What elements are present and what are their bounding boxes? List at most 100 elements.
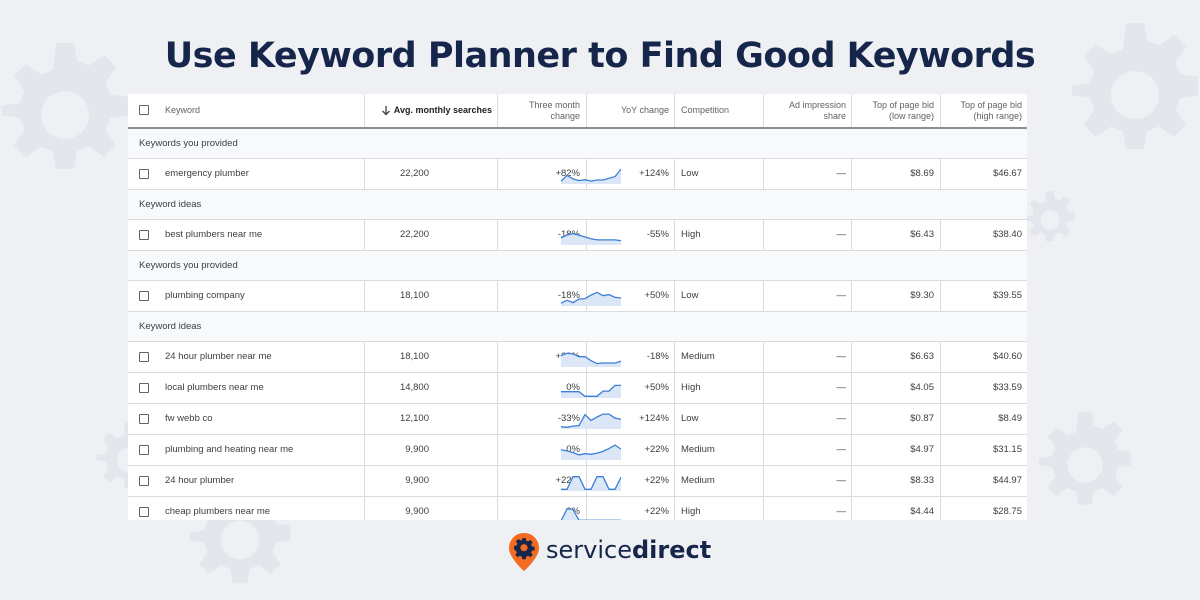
- bid-low-cell: $9.30: [910, 290, 934, 301]
- trend-sparkline: [561, 232, 621, 245]
- bid-high-cell: $31.15: [992, 444, 1022, 455]
- three-month-change-cell: +82%: [555, 168, 580, 179]
- avg-monthly-searches-cell: 9,900: [405, 444, 429, 455]
- row-checkbox[interactable]: [139, 352, 149, 362]
- header-bid-low[interactable]: Top of page bid (low range): [852, 94, 940, 127]
- group-header: Keywords you provided: [128, 251, 1027, 281]
- header-avg-label: Avg. monthly searches: [393, 105, 492, 115]
- bid-low-cell: $6.43: [910, 229, 934, 240]
- header-ad-share-line1: Ad impression: [788, 99, 846, 110]
- trend-area: [561, 476, 621, 491]
- row-checkbox[interactable]: [139, 414, 149, 424]
- row-checkbox[interactable]: [139, 169, 149, 179]
- row-checkbox[interactable]: [139, 230, 149, 240]
- trend-area: [561, 445, 621, 460]
- keyword-cell: fw webb co: [165, 413, 213, 424]
- bid-low-cell: $4.97: [910, 444, 934, 455]
- ad-impression-share-cell: —: [836, 229, 847, 240]
- table-row[interactable]: 24 hour plumber 9,900 +22% +22% Medium — $8.33…: [128, 466, 1027, 497]
- bid-high-cell: $46.67: [992, 168, 1022, 179]
- avg-monthly-searches-cell: 9,900: [405, 506, 429, 517]
- background-gear-icon: [1072, 23, 1198, 149]
- keyword-cell: cheap plumbers near me: [165, 506, 271, 517]
- competition-cell: Low: [681, 168, 699, 179]
- avg-monthly-searches-cell: 22,200: [399, 168, 429, 179]
- trend-line: [561, 413, 621, 428]
- row-checkbox[interactable]: [139, 445, 149, 455]
- arrow-down-icon: [381, 106, 390, 116]
- avg-monthly-searches-cell: 18,100: [399, 290, 429, 301]
- bid-high-cell: $28.75: [992, 506, 1022, 517]
- avg-monthly-searches-cell: 22,200: [399, 229, 429, 240]
- header-three-month-line1: Three month: [528, 99, 580, 110]
- yoy-change-cell: -18%: [646, 351, 669, 362]
- keyword-cell: best plumbers near me: [165, 229, 263, 240]
- header-ad-share-line2: share: [823, 110, 846, 121]
- yoy-change-cell: +22%: [644, 444, 669, 455]
- keyword-cell: emergency plumber: [165, 168, 249, 179]
- trend-line: [561, 508, 621, 520]
- trend-sparkline: [561, 384, 621, 398]
- bid-low-cell: $8.33: [910, 475, 934, 486]
- trend-line: [561, 384, 621, 397]
- header-bid-high-line1: Top of page bid: [960, 99, 1022, 110]
- table-row[interactable]: local plumbers near me 14,800 0% +50% High — $…: [128, 373, 1027, 404]
- three-month-change-cell: -18%: [557, 290, 580, 301]
- row-checkbox[interactable]: [139, 383, 149, 393]
- table-row[interactable]: plumbing and heating near me 9,900 0% +22% M…: [128, 435, 1027, 466]
- header-three-month-change[interactable]: Three month change: [498, 94, 586, 127]
- table-row[interactable]: plumbing company 18,100 -18% +50% Low — $9.30 $…: [128, 281, 1027, 312]
- keyword-cell: 24 hour plumber near me: [165, 351, 272, 362]
- trend-sparkline: [561, 508, 621, 520]
- header-avg-monthly-searches[interactable]: Avg. monthly searches: [365, 94, 498, 127]
- group-header: Keywords you provided: [128, 129, 1027, 159]
- gear-pin-icon: [509, 533, 539, 571]
- logo-word-direct: direct: [631, 536, 712, 564]
- header-competition[interactable]: Competition: [681, 105, 730, 115]
- header-keyword[interactable]: Keyword: [165, 105, 201, 115]
- yoy-change-cell: -55%: [646, 229, 669, 240]
- avg-monthly-searches-cell: 12,100: [399, 413, 429, 424]
- bid-high-cell: $40.60: [992, 351, 1022, 362]
- three-month-change-cell: +22%: [555, 475, 580, 486]
- row-checkbox[interactable]: [139, 476, 149, 486]
- bid-low-cell: $8.69: [910, 168, 934, 179]
- ad-impression-share-cell: —: [836, 413, 847, 424]
- bid-high-cell: $38.40: [992, 229, 1022, 240]
- bid-low-cell: $0.87: [910, 413, 934, 424]
- trend-sparkline: [561, 168, 621, 184]
- yoy-change-cell: +50%: [644, 290, 669, 301]
- table-row[interactable]: fw webb co 12,100 -33% +124% Low — $0.87 $8.49: [128, 404, 1027, 435]
- header-ad-impression-share[interactable]: Ad impression share: [764, 94, 852, 127]
- competition-cell: Low: [681, 413, 699, 424]
- competition-cell: Medium: [681, 475, 715, 486]
- background-gear-icon: [1024, 191, 1076, 242]
- bid-high-cell: $44.97: [992, 475, 1022, 486]
- trend-line: [561, 444, 621, 456]
- competition-cell: High: [681, 382, 701, 393]
- ad-impression-share-cell: —: [836, 382, 847, 393]
- table-header: Keyword Avg. monthly searches Three mont…: [128, 94, 1027, 129]
- table-row[interactable]: 24 hour plumber near me18,100+22%-18%Med…: [128, 342, 1027, 373]
- table-body: Keywords you provided emergency plumber 22…: [128, 129, 1027, 520]
- three-month-change-cell: 0%: [566, 382, 580, 393]
- header-yoy-change[interactable]: YoY change: [620, 105, 669, 115]
- trend-line: [561, 291, 621, 304]
- header-bid-high[interactable]: Top of page bid (high range): [941, 94, 1027, 127]
- ad-impression-share-cell: —: [836, 168, 847, 179]
- avg-monthly-searches-cell: 18,100: [399, 351, 429, 362]
- header-bid-low-line2: (low range): [888, 110, 934, 121]
- row-checkbox[interactable]: [139, 507, 149, 517]
- yoy-change-cell: +124%: [639, 413, 669, 424]
- ad-impression-share-cell: —: [836, 444, 847, 455]
- bid-low-cell: $4.44: [910, 506, 934, 517]
- competition-cell: Medium: [681, 444, 715, 455]
- table-row[interactable]: cheap plumbers near me9,9000%+22%High—$4…: [128, 497, 1027, 520]
- trend-area: [561, 508, 579, 520]
- bid-high-cell: $8.49: [998, 413, 1022, 424]
- select-all-checkbox[interactable]: [139, 105, 149, 115]
- table-row[interactable]: best plumbers near me 22,200 -18% -55% High —…: [128, 220, 1027, 251]
- table-row[interactable]: emergency plumber 22,200 +82% +124% Low — $8.6…: [128, 159, 1027, 190]
- row-checkbox[interactable]: [139, 291, 149, 301]
- trend-sparkline: [561, 444, 621, 460]
